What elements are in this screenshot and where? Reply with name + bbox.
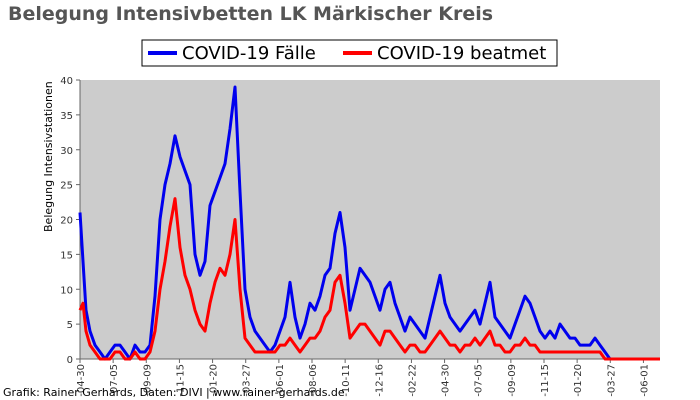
x-tick-label: -01-20 xyxy=(573,364,584,397)
x-tick-label: -07-05 xyxy=(474,364,485,397)
y-tick-label: 0 xyxy=(67,355,73,366)
y-tick-label: 5 xyxy=(67,320,73,331)
legend-label-cases: COVID-19 Fälle xyxy=(182,43,316,64)
y-tick-label: 40 xyxy=(60,76,73,87)
x-tick-label: -04-30 xyxy=(76,364,87,397)
x-tick-label: -12-16 xyxy=(374,364,385,397)
series-line-cases xyxy=(78,85,660,361)
x-tick-label: -11-15 xyxy=(540,364,551,397)
x-tick-label: -07-05 xyxy=(109,364,120,397)
chart-title: Belegung Intensivbetten LK Märkischer Kr… xyxy=(8,3,493,25)
x-tick-label: -02-22 xyxy=(407,364,418,397)
plot-area xyxy=(80,80,660,359)
x-tick-label: -06-01 xyxy=(275,364,286,397)
x-tick-label: -06-01 xyxy=(639,364,650,397)
x-tick-label: -03-27 xyxy=(242,364,253,397)
x-tick-label: -10-11 xyxy=(341,364,352,397)
y-tick-label: 10 xyxy=(60,285,73,296)
x-tick-label: -04-30 xyxy=(441,364,452,397)
x-ticks: -04-30 -07-05 -09-09 -11-15 -01-20 -03-27 -06-… xyxy=(76,359,650,397)
credit-text: Grafik: Rainer Gerhards, Daten: DIVI | w… xyxy=(3,386,345,399)
x-tick-label: -01-20 xyxy=(209,364,220,397)
series-line-ventilated xyxy=(78,197,660,361)
x-tick-label: -08-06 xyxy=(308,364,319,397)
y-tick-label: 15 xyxy=(60,250,73,261)
x-tick-label: -03-27 xyxy=(606,364,617,397)
y-axis-label: Belegung Intensivstationen xyxy=(42,81,55,232)
x-tick-label: -11-15 xyxy=(175,364,186,397)
legend: COVID-19 Fälle COVID-19 beatmet xyxy=(141,39,558,67)
y-tick-label: 35 xyxy=(60,111,73,122)
y-tick-label: 20 xyxy=(60,216,73,227)
x-tick-label: -09-09 xyxy=(507,364,518,397)
y-tick-label: 30 xyxy=(60,146,73,157)
x-tick-label: -09-09 xyxy=(142,364,153,397)
y-ticks: 0 5 10 15 20 25 30 35 40 xyxy=(60,76,80,366)
legend-label-ventilated: COVID-19 beatmet xyxy=(377,43,546,64)
y-tick-label: 25 xyxy=(60,181,73,192)
